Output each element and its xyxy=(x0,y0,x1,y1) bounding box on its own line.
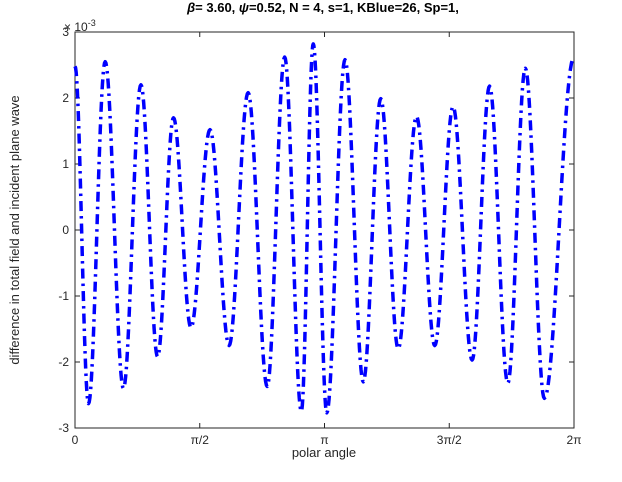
y-tick-label: -1 xyxy=(58,289,69,303)
y-axis-ticks: -3 -2 -1 0 1 2 3 xyxy=(58,25,574,435)
x-tick-label: 2π xyxy=(567,433,582,447)
title-rest-text: =0.52, N = 4, s=1, KBlue=26, Sp=1, xyxy=(249,0,459,15)
y-exponent-power: -3 xyxy=(88,18,96,28)
x-tick-label: π/2 xyxy=(191,433,210,447)
x-tick-label: π xyxy=(320,433,328,447)
y-tick-label: 1 xyxy=(62,157,69,171)
title-beta-text: = 3.60, xyxy=(195,0,239,15)
y-tick-label: 0 xyxy=(62,223,69,237)
y-tick-label: 2 xyxy=(62,91,69,105)
x-axis-ticks: 0 π/2 π 3π/2 2π xyxy=(72,32,582,447)
data-series-line xyxy=(73,42,576,415)
title-beta-symbol: β xyxy=(186,0,195,15)
x-tick-label: 3π/2 xyxy=(437,433,462,447)
x-axis-label: polar angle xyxy=(292,445,356,460)
y-tick-label: -2 xyxy=(58,355,69,369)
x-tick-label: 0 xyxy=(72,433,79,447)
title-psi-symbol: ψ xyxy=(239,0,249,15)
chart-title: β= 3.60, ψ=0.52, N = 4, s=1, KBlue=26, S… xyxy=(186,0,459,15)
y-tick-label: -3 xyxy=(58,421,69,435)
y-tick-label: 3 xyxy=(62,25,69,39)
y-exponent-base: × 10 xyxy=(64,20,88,34)
y-axis-label: difference in total field and incident p… xyxy=(7,95,22,364)
y-exponent-label: × 10-3 xyxy=(64,18,96,34)
